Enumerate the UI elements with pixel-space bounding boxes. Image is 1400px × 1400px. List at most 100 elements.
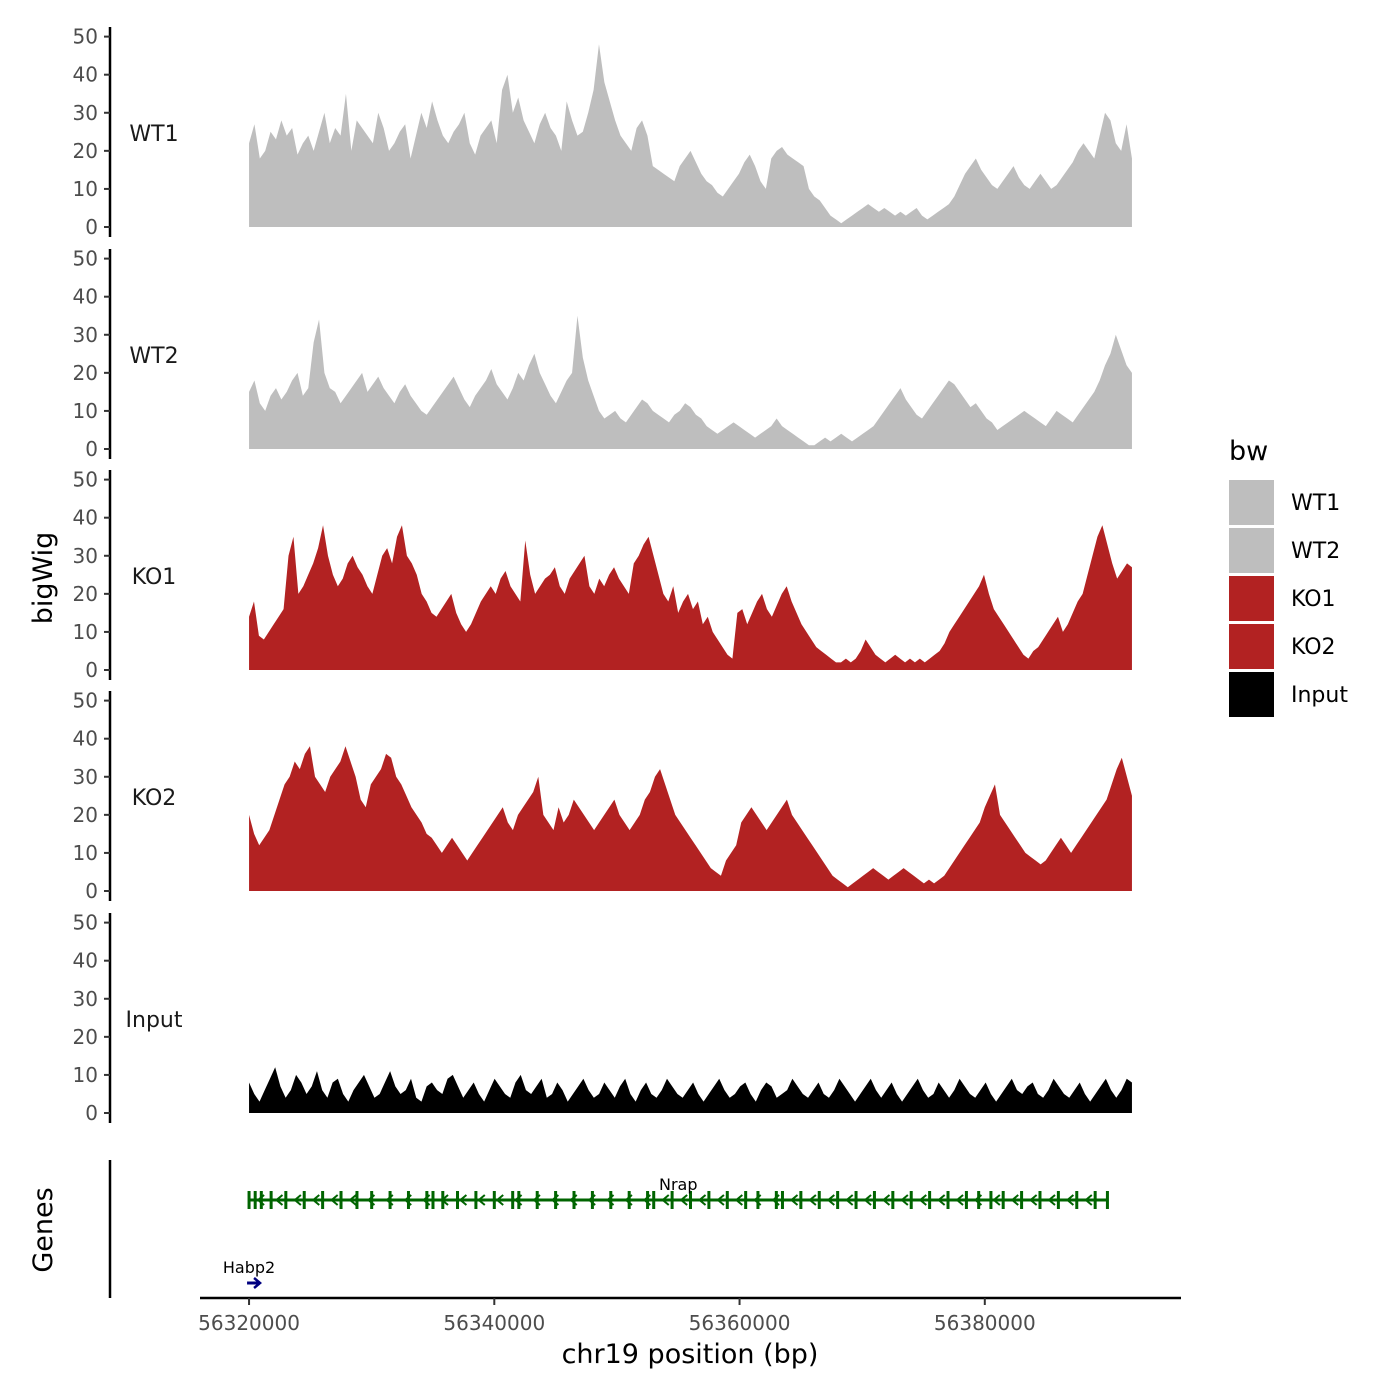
y-tick-label: 0 <box>85 215 98 239</box>
strand-arrow <box>937 1194 946 1206</box>
gene-exon <box>854 1191 858 1209</box>
gene-exon <box>817 1191 821 1209</box>
gene-exon <box>689 1191 692 1209</box>
gene-exon <box>725 1191 729 1209</box>
strand-arrow-habp2 <box>253 1277 263 1289</box>
gene-exon <box>756 1191 760 1209</box>
strand-arrow <box>955 1194 964 1206</box>
gene-exon <box>627 1191 631 1209</box>
gene-exon <box>872 1191 876 1209</box>
gene-exon <box>646 1191 650 1209</box>
strand-arrow <box>514 1194 523 1206</box>
gene-exon <box>269 1191 273 1209</box>
coverage-area-ko1 <box>249 525 1132 670</box>
y-axis-title: bigWig <box>28 532 59 625</box>
y-tick-label: 0 <box>85 437 98 461</box>
y-tick-label: 30 <box>73 765 98 789</box>
strand-arrow <box>587 1194 596 1206</box>
strand-arrow <box>808 1194 817 1206</box>
strand-arrow <box>661 1194 670 1206</box>
track-ko2: 0 10 20 30 40 50 KO2 <box>73 689 1132 903</box>
strand-arrow <box>385 1194 394 1206</box>
gene-exon <box>492 1191 496 1209</box>
gene-exon <box>554 1191 558 1209</box>
strand-arrow <box>550 1194 560 1206</box>
track-wt1: 0 10 20 30 40 50 WT1 <box>73 25 1132 239</box>
coverage-area-ko2 <box>249 746 1132 891</box>
strand-arrow <box>900 1194 909 1206</box>
gene-exon <box>302 1191 306 1209</box>
gene-exon <box>572 1191 576 1209</box>
gene-exon <box>707 1191 711 1209</box>
strand-arrow <box>918 1194 927 1206</box>
track-label-wt2: WT2 <box>129 344 178 369</box>
genes-axis-title: Genes <box>28 1187 59 1272</box>
gene-exon <box>355 1191 359 1209</box>
y-tick-label: 20 <box>73 1025 98 1049</box>
strand-arrow <box>753 1194 762 1206</box>
legend-key-wt2 <box>1229 528 1274 573</box>
gene-exon <box>1020 1191 1024 1209</box>
strand-arrow <box>863 1194 872 1206</box>
gene-exon <box>535 1191 539 1209</box>
y-tick-label: 30 <box>73 101 98 125</box>
strand-arrow <box>1047 1194 1056 1206</box>
y-tick-label: 20 <box>73 361 98 385</box>
y-tick-label: 40 <box>73 285 98 309</box>
track-input: 0 10 20 30 40 50 Input <box>73 911 1132 1125</box>
y-tick-label: 10 <box>73 177 98 201</box>
y-tick-label: 50 <box>73 689 98 713</box>
gene-exon <box>431 1191 435 1209</box>
gene-exon <box>253 1191 257 1209</box>
gene-label-nrap: Nrap <box>659 1175 698 1194</box>
legend-label-wt2: WT2 <box>1291 539 1340 564</box>
coverage-area-wt1 <box>249 44 1132 228</box>
gene-exon <box>247 1191 251 1209</box>
y-tick-label: 40 <box>73 63 98 87</box>
gene-exon <box>406 1191 410 1209</box>
gene-exon <box>1093 1191 1097 1209</box>
strand-arrow <box>274 1194 284 1206</box>
y-tick-label: 10 <box>73 1063 98 1087</box>
legend-label-wt1: WT1 <box>1291 491 1340 516</box>
strand-arrow <box>495 1194 504 1206</box>
strand-arrow <box>771 1194 780 1206</box>
x-tick-label: 56340000 <box>443 1311 545 1335</box>
strand-arrow <box>440 1194 449 1206</box>
gene-exon <box>744 1191 748 1209</box>
track-wt2: 0 10 20 30 40 50 WT2 <box>73 247 1132 461</box>
gene-exon <box>1056 1191 1060 1209</box>
legend-key-wt1 <box>1229 480 1274 525</box>
legend-label-input: Input <box>1291 683 1348 708</box>
strand-arrow <box>311 1194 320 1206</box>
gene-exon <box>652 1191 656 1209</box>
strand-arrow <box>422 1194 431 1206</box>
gene-exon <box>1001 1191 1005 1209</box>
strand-arrow <box>992 1194 1001 1206</box>
strand-arrow <box>293 1194 302 1206</box>
strand-arrow <box>845 1194 854 1206</box>
legend-title: bw <box>1229 436 1268 467</box>
strand-arrow <box>679 1194 688 1206</box>
gene-exon <box>511 1191 515 1209</box>
strand-arrow <box>642 1194 651 1206</box>
x-axis-title: chr19 position (bp) <box>562 1339 819 1370</box>
y-tick-label: 30 <box>73 544 98 568</box>
gene-exon <box>259 1191 263 1209</box>
strand-arrow <box>734 1194 743 1206</box>
y-tick-label: 20 <box>73 803 98 827</box>
gene-exon <box>388 1191 392 1209</box>
gene-exon <box>774 1191 778 1209</box>
gene-exon <box>989 1191 993 1209</box>
legend-label-ko2: KO2 <box>1291 635 1336 660</box>
strand-arrow <box>697 1194 707 1206</box>
strand-arrow <box>1084 1194 1093 1206</box>
y-tick-label: 50 <box>73 247 98 271</box>
y-tick-label: 20 <box>73 139 98 163</box>
strand-arrow <box>532 1194 541 1206</box>
strand-arrow <box>1010 1194 1019 1206</box>
gene-exon <box>456 1191 460 1209</box>
gene-exon <box>1038 1191 1042 1209</box>
track-label-ko1: KO1 <box>132 565 177 590</box>
